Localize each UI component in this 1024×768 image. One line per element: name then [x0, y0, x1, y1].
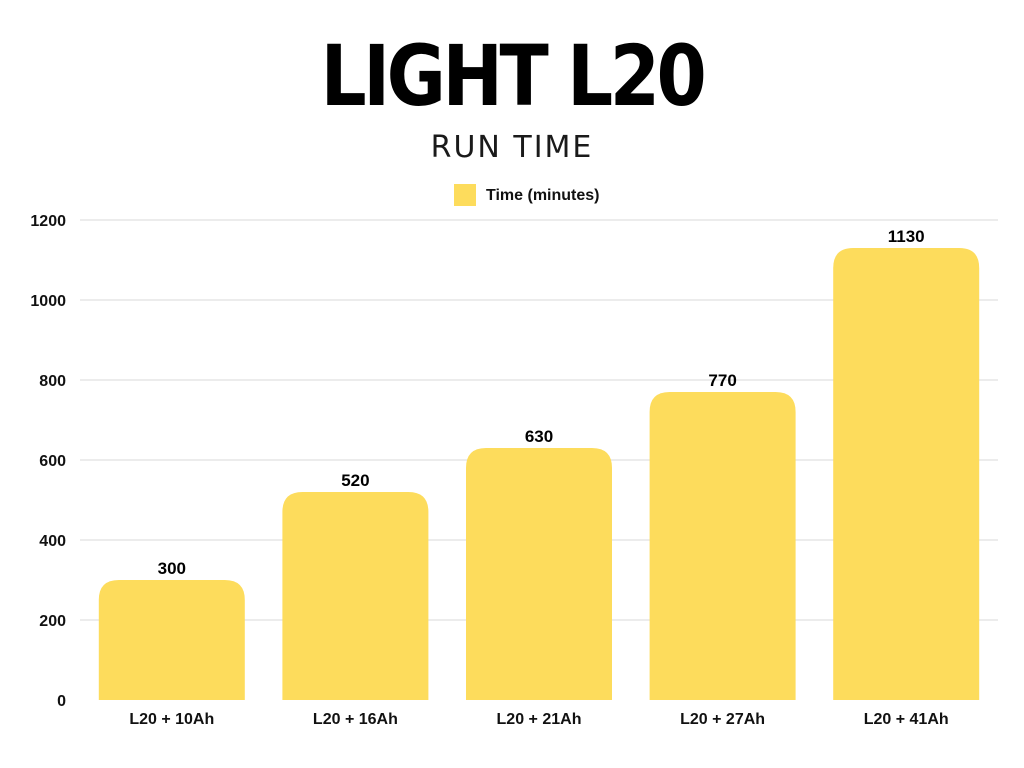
bar-value-label: 770: [708, 371, 736, 390]
y-tick-label: 1000: [30, 293, 66, 310]
x-tick-label: L20 + 10Ah: [129, 711, 214, 728]
bar: [649, 392, 796, 700]
y-tick-label: 1200: [30, 213, 66, 230]
legend-label: Time (minutes): [486, 187, 600, 204]
bar: [282, 492, 429, 700]
bar-value-label: 300: [158, 559, 186, 578]
legend: Time (minutes): [454, 184, 600, 206]
chart-subtitle: RUN TIME: [430, 130, 594, 165]
y-tick-label: 600: [39, 453, 66, 470]
x-tick-label: L20 + 16Ah: [313, 711, 398, 728]
x-tick-label: L20 + 21Ah: [497, 711, 582, 728]
chart-title: LIGHT L20: [320, 27, 707, 125]
x-axis-ticks: L20 + 10Ah L20 + 16Ah L20 + 21Ah L20 + 27Ah…: [129, 711, 948, 728]
y-axis-ticks: 0 200 400 600 800 1000 1200: [30, 213, 66, 710]
x-tick-label: L20 + 27Ah: [680, 711, 765, 728]
y-tick-label: 800: [39, 373, 66, 390]
bar: [833, 248, 980, 700]
x-tick-label: L20 + 41Ah: [864, 711, 949, 728]
y-tick-label: 200: [39, 613, 66, 630]
bar: [466, 448, 612, 700]
bar-value-label: 630: [525, 427, 553, 446]
bar-value-label: 520: [341, 471, 369, 490]
bar: [98, 580, 245, 700]
bar-value-label: 1130: [888, 227, 925, 246]
data-labels: 300 520 630 770 1130: [158, 227, 925, 578]
y-tick-label: 400: [39, 533, 66, 550]
y-tick-label: 0: [57, 693, 66, 710]
bars: [98, 248, 980, 700]
legend-swatch: [454, 184, 476, 206]
